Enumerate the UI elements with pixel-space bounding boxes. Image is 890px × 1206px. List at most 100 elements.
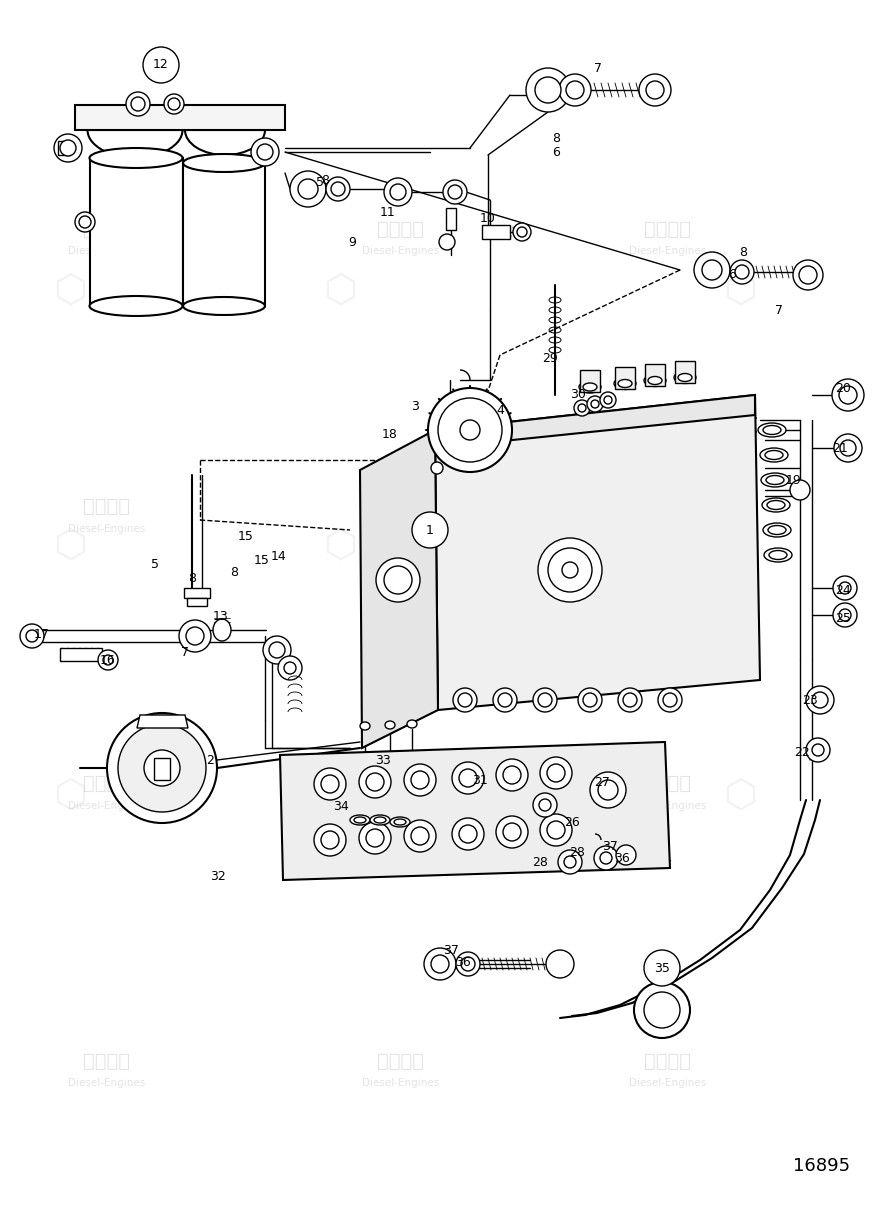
Ellipse shape [183,297,265,315]
Text: 32: 32 [210,870,226,883]
Text: 15: 15 [254,554,270,567]
Circle shape [284,662,296,674]
Circle shape [832,379,864,411]
Circle shape [459,825,477,843]
Circle shape [639,74,671,106]
Ellipse shape [390,816,410,827]
Ellipse shape [678,374,692,381]
Text: 6: 6 [728,269,736,281]
Text: 37: 37 [602,841,618,854]
Text: ⬡: ⬡ [723,775,757,814]
Circle shape [453,687,477,712]
Bar [184,589,210,598]
Text: 3: 3 [411,400,419,414]
Circle shape [143,47,179,83]
Bar [675,361,695,382]
Circle shape [359,822,391,854]
Ellipse shape [614,377,636,390]
Text: 30: 30 [570,388,586,402]
Text: 27: 27 [594,775,610,789]
Text: 10: 10 [480,211,496,224]
Circle shape [533,687,557,712]
Circle shape [496,759,528,791]
Circle shape [590,772,626,808]
Text: Diesel-Engines: Diesel-Engines [629,801,706,810]
Circle shape [263,636,291,665]
Circle shape [535,77,561,103]
Circle shape [558,850,582,874]
Text: Diesel-Engines: Diesel-Engines [69,801,145,810]
Text: 36: 36 [614,851,630,865]
Ellipse shape [768,526,786,534]
Circle shape [290,171,326,207]
Circle shape [493,687,517,712]
Text: ⬡: ⬡ [723,526,757,564]
Circle shape [658,687,682,712]
Ellipse shape [760,447,788,462]
Circle shape [411,771,429,789]
Ellipse shape [407,720,417,728]
Circle shape [538,538,602,602]
Circle shape [583,693,597,707]
Bar [90,158,183,306]
Text: ⬡: ⬡ [323,271,357,309]
Circle shape [566,81,584,99]
Circle shape [644,950,680,987]
Ellipse shape [90,295,182,316]
Circle shape [618,687,642,712]
Circle shape [834,434,862,462]
Circle shape [663,693,677,707]
Text: 6: 6 [552,146,560,158]
Circle shape [54,134,82,162]
Text: 21: 21 [832,441,848,455]
Text: Diesel-Engines: Diesel-Engines [362,1078,439,1088]
Ellipse shape [183,154,265,172]
Text: Diesel-Engines: Diesel-Engines [362,523,439,533]
Circle shape [456,952,480,976]
Ellipse shape [354,816,366,822]
Circle shape [79,216,91,228]
Text: 16: 16 [101,654,116,667]
Circle shape [547,763,565,781]
Circle shape [60,140,76,156]
Text: 35: 35 [654,961,670,974]
Text: 7: 7 [181,645,189,658]
Circle shape [438,398,502,462]
Text: Diesel-Engines: Diesel-Engines [629,523,706,533]
Text: 37: 37 [443,944,459,958]
Text: ⬡: ⬡ [53,271,87,309]
Text: 15: 15 [238,529,254,543]
Circle shape [833,576,857,601]
Circle shape [646,81,664,99]
Text: 紫发动力: 紫发动力 [84,774,130,794]
Circle shape [384,566,412,595]
Text: 13: 13 [213,610,229,624]
Circle shape [321,775,339,794]
Circle shape [513,223,531,241]
Bar [446,207,456,230]
Circle shape [298,178,318,199]
Text: 36: 36 [455,955,471,968]
Circle shape [503,822,521,841]
Circle shape [448,185,462,199]
Circle shape [412,513,448,548]
Text: Diesel-Engines: Diesel-Engines [69,246,145,256]
Bar [580,370,600,392]
Text: 紫发动力: 紫发动力 [377,497,424,516]
Circle shape [564,856,576,868]
Text: 23: 23 [802,693,818,707]
Ellipse shape [766,475,784,485]
Ellipse shape [644,375,666,386]
Circle shape [331,182,345,197]
Circle shape [578,404,586,412]
Circle shape [533,794,557,816]
Text: 紫发动力: 紫发动力 [644,774,691,794]
Text: 11: 11 [380,206,396,219]
Text: Diesel-Engines: Diesel-Engines [629,1078,706,1088]
Circle shape [594,845,618,870]
Ellipse shape [767,500,785,509]
Text: 7: 7 [594,62,602,75]
Text: ⬡: ⬡ [323,775,357,814]
Circle shape [314,768,346,800]
Text: 紫发动力: 紫发动力 [377,219,424,239]
